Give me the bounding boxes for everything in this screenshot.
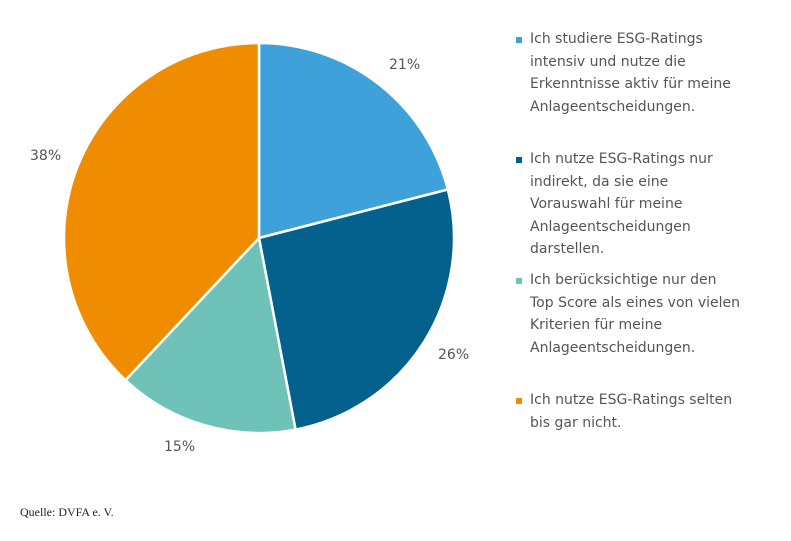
legend-line: Ich studiere ESG-Ratings: [530, 31, 703, 47]
legend-marker-4: [516, 398, 522, 404]
legend-text-2: Ich nutze ESG-Ratings nur indirekt, da si…: [530, 148, 786, 261]
legend-line: bis gar nicht.: [530, 414, 622, 431]
legend-text-1: Ich studiere ESG-Ratings intensiv und nut…: [530, 28, 786, 118]
legend-line: intensiv und nutze die: [530, 53, 686, 70]
legend-line: Anlageentscheidungen: [530, 218, 691, 235]
pie-slice-1: [257, 41, 450, 240]
legend-line: Vorauswahl für meine: [530, 196, 683, 212]
pie-slice-4: [62, 41, 261, 382]
legend-line: Anlageentscheidungen.: [530, 339, 696, 356]
legend-text-3: Ich berücksichtige nur den Top Score als …: [530, 269, 786, 359]
slice-label-4: 38%: [30, 148, 62, 164]
legend-line: darstellen.: [530, 241, 605, 257]
slice-label-3: 15%: [164, 439, 196, 455]
legend-line: Erkenntnisse aktiv für meine: [530, 76, 731, 92]
slice-label-1: 21%: [389, 57, 421, 73]
legend-line: indirekt, da sie eine: [530, 173, 669, 190]
legend-line: Ich berücksichtige nur den: [530, 272, 717, 288]
legend-line: Top Score als eines von vielen: [530, 294, 741, 311]
slice-label-2: 26%: [438, 347, 470, 363]
legend-marker-2: [516, 157, 522, 163]
pie-slice-2: [257, 188, 456, 431]
legend-marker-1: [516, 37, 522, 43]
legend-line: Ich nutze ESG-Ratings selten: [530, 392, 733, 408]
legend-marker-3: [516, 278, 522, 284]
legend-line: Ich nutze ESG-Ratings nur: [530, 151, 713, 167]
legend-text-4: Ich nutze ESG-Ratings selten bis gar nich…: [530, 389, 786, 434]
source-note: Quelle: DVFA e. V.: [20, 505, 114, 519]
pie-slice-3: [124, 236, 297, 435]
pie-chart: [62, 41, 456, 435]
legend-line: Anlageentscheidungen.: [530, 98, 696, 115]
legend-line: Kriterien für meine: [530, 317, 663, 333]
